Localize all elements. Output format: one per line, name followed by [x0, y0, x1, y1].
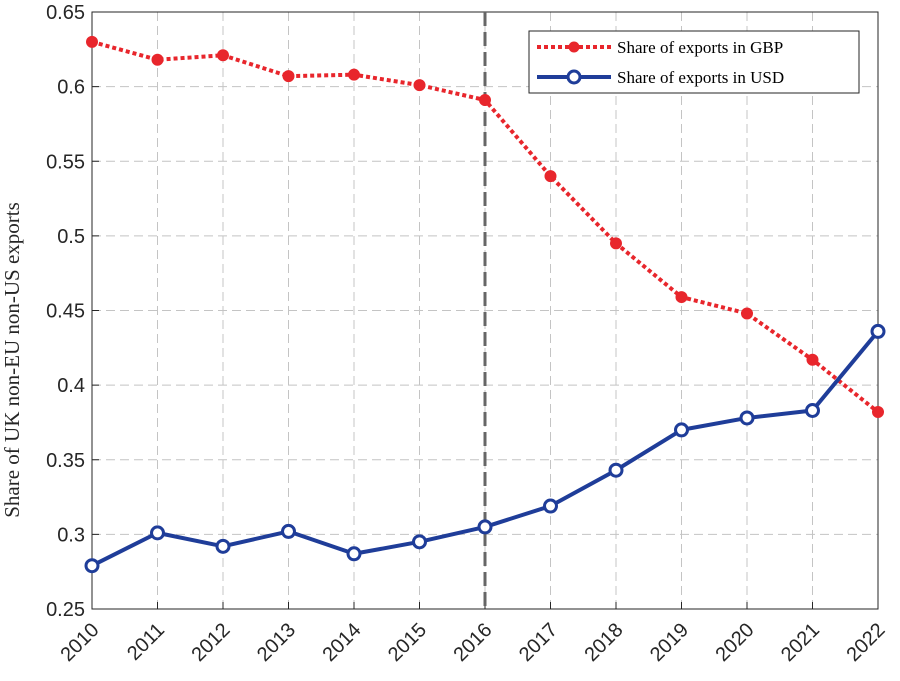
data-point-series-2: [805, 402, 820, 418]
y-tick-label: 0.4: [57, 375, 85, 397]
data-point-series-1: [348, 68, 360, 81]
data-point-series-1: [413, 79, 426, 92]
data-point-series-2: [281, 523, 296, 539]
data-point-series-2: [150, 525, 165, 541]
x-tick-label: 2010: [57, 619, 104, 666]
legend-label-1: Share of exports in GBP: [617, 38, 783, 57]
y-tick-label: 0.25: [46, 599, 85, 621]
data-point-series-1: [151, 53, 164, 66]
y-tick-label: 0.35: [46, 450, 85, 472]
x-tick-label: 2016: [450, 619, 497, 666]
data-point-series-2: [412, 534, 427, 550]
x-tick-label: 2017: [515, 619, 562, 666]
data-point-series-2: [84, 558, 100, 574]
y-tick-label: 0.45: [46, 301, 85, 323]
axes: [91, 11, 879, 610]
x-tick-label: 2021: [777, 619, 824, 666]
x-tick-label: 2014: [319, 619, 366, 666]
data-point-series-1: [86, 35, 98, 48]
x-tick-label: 2013: [253, 619, 300, 666]
data-point-series-2: [543, 498, 558, 514]
data-point-series-1: [806, 353, 819, 366]
data-point-series-1: [741, 307, 753, 320]
legend-label-2: Share of exports in USD: [617, 68, 784, 87]
data-point-series-1: [675, 291, 688, 304]
data-point-series-1: [610, 237, 622, 250]
x-tick-label: 2020: [712, 619, 759, 666]
data-point-series-2: [477, 519, 493, 535]
data-point-series-1: [872, 405, 884, 418]
data-point-series-2: [215, 538, 231, 554]
y-tick-label: 0.6: [57, 77, 85, 99]
data-point-series-1: [544, 170, 557, 183]
x-tick-label: 2015: [384, 619, 431, 666]
x-tick-label: 2011: [123, 619, 169, 665]
data-point-series-2: [674, 422, 689, 438]
data-point-series-2: [739, 410, 755, 426]
data-point-series-2: [608, 462, 624, 478]
y-axis-title: Share of UK non-EU non-US exports: [0, 202, 24, 518]
data-point-series-1: [282, 70, 295, 83]
x-tick-label: 2012: [188, 619, 235, 666]
series-layer: [84, 35, 886, 574]
data-point-series-2: [870, 323, 886, 339]
legend-marker-2: [566, 69, 582, 85]
x-tick-label: 2018: [581, 619, 628, 666]
legend-box: [528, 30, 860, 94]
x-tick-label: 2022: [843, 619, 890, 666]
data-point-series-1: [217, 49, 229, 62]
x-tick-label: 2019: [646, 619, 693, 666]
y-tick-label: 0.55: [46, 151, 85, 173]
data-point-series-2: [346, 546, 362, 562]
legend-marker-1: [568, 41, 580, 53]
legend: Share of exports in GBP Share of exports …: [528, 30, 860, 94]
y-tick-label: 0.3: [57, 524, 85, 546]
tick-labels: 2010 2011 2012 2013 2014 2015 2016 2017 2018 2019…: [46, 2, 889, 666]
data-point-series-1: [479, 94, 491, 107]
y-tick-label: 0.5: [57, 226, 85, 248]
y-tick-label: 0.65: [46, 2, 85, 24]
